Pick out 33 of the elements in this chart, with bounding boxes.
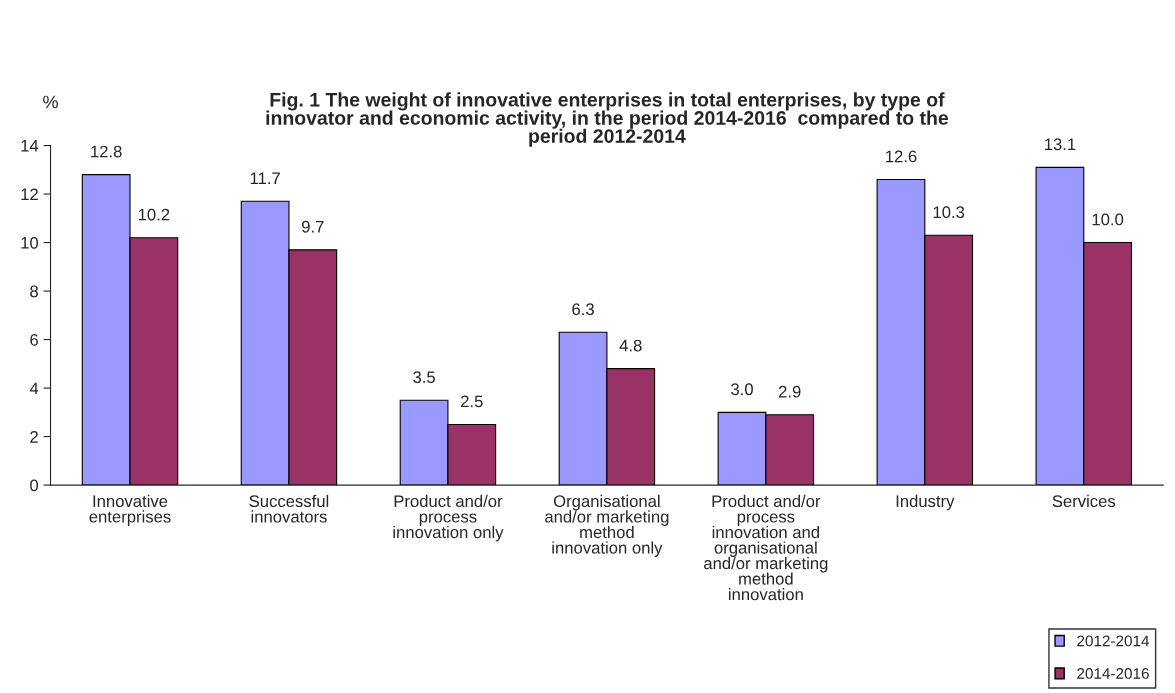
x-tick-label: Industry bbox=[896, 494, 955, 511]
data-label: 10.3 bbox=[933, 206, 965, 219]
data-label: 13.1 bbox=[1044, 138, 1076, 151]
data-label: 10.0 bbox=[1092, 213, 1124, 226]
data-label: 3.5 bbox=[413, 371, 435, 384]
data-label: 6.3 bbox=[572, 303, 594, 316]
x-tick-label: Product and/or process innovation and organisational and/or marketing method innovation bbox=[704, 494, 828, 601]
y-tick-label: 6 bbox=[30, 333, 38, 346]
legend-label: 2014-2016 bbox=[1077, 668, 1149, 679]
y-tick-label: 10 bbox=[21, 236, 39, 249]
y-tick-label: 12 bbox=[21, 188, 38, 201]
y-tick-label: 2 bbox=[30, 430, 38, 443]
data-label: 9.7 bbox=[302, 220, 324, 233]
y-tick-label: 0 bbox=[30, 479, 39, 492]
data-label: 12.8 bbox=[91, 145, 122, 158]
chart-title: Fig. 1 The weight of innovative enterprises in total enterprises, by type of innovator and economic activity, in the period 2014-2016 compared to the period 2012-2014 bbox=[266, 92, 949, 147]
data-label: 10.2 bbox=[138, 208, 170, 221]
x-tick-label: Services bbox=[1052, 494, 1116, 508]
x-tick-label: Successful innovators bbox=[249, 494, 329, 523]
x-tick-label: Organisational and/or marketing method innovation only bbox=[545, 494, 669, 557]
y-tick-label: 4 bbox=[29, 382, 39, 395]
data-label: 2.9 bbox=[778, 385, 801, 398]
data-label: 2.5 bbox=[461, 395, 483, 408]
legend-label: 2012-2014 bbox=[1077, 635, 1150, 647]
x-tick-label: Innovative enterprises bbox=[89, 494, 171, 526]
y-axis-title: % bbox=[43, 95, 58, 109]
x-tick-label: Product and/or process innovation only bbox=[393, 494, 504, 542]
data-label: 12.6 bbox=[886, 150, 917, 163]
y-tick-label: 14 bbox=[21, 140, 39, 152]
data-label: 4.8 bbox=[619, 339, 642, 352]
data-label: 11.7 bbox=[250, 172, 280, 184]
y-tick-label: 8 bbox=[30, 285, 38, 298]
data-label: 3.0 bbox=[731, 383, 753, 396]
